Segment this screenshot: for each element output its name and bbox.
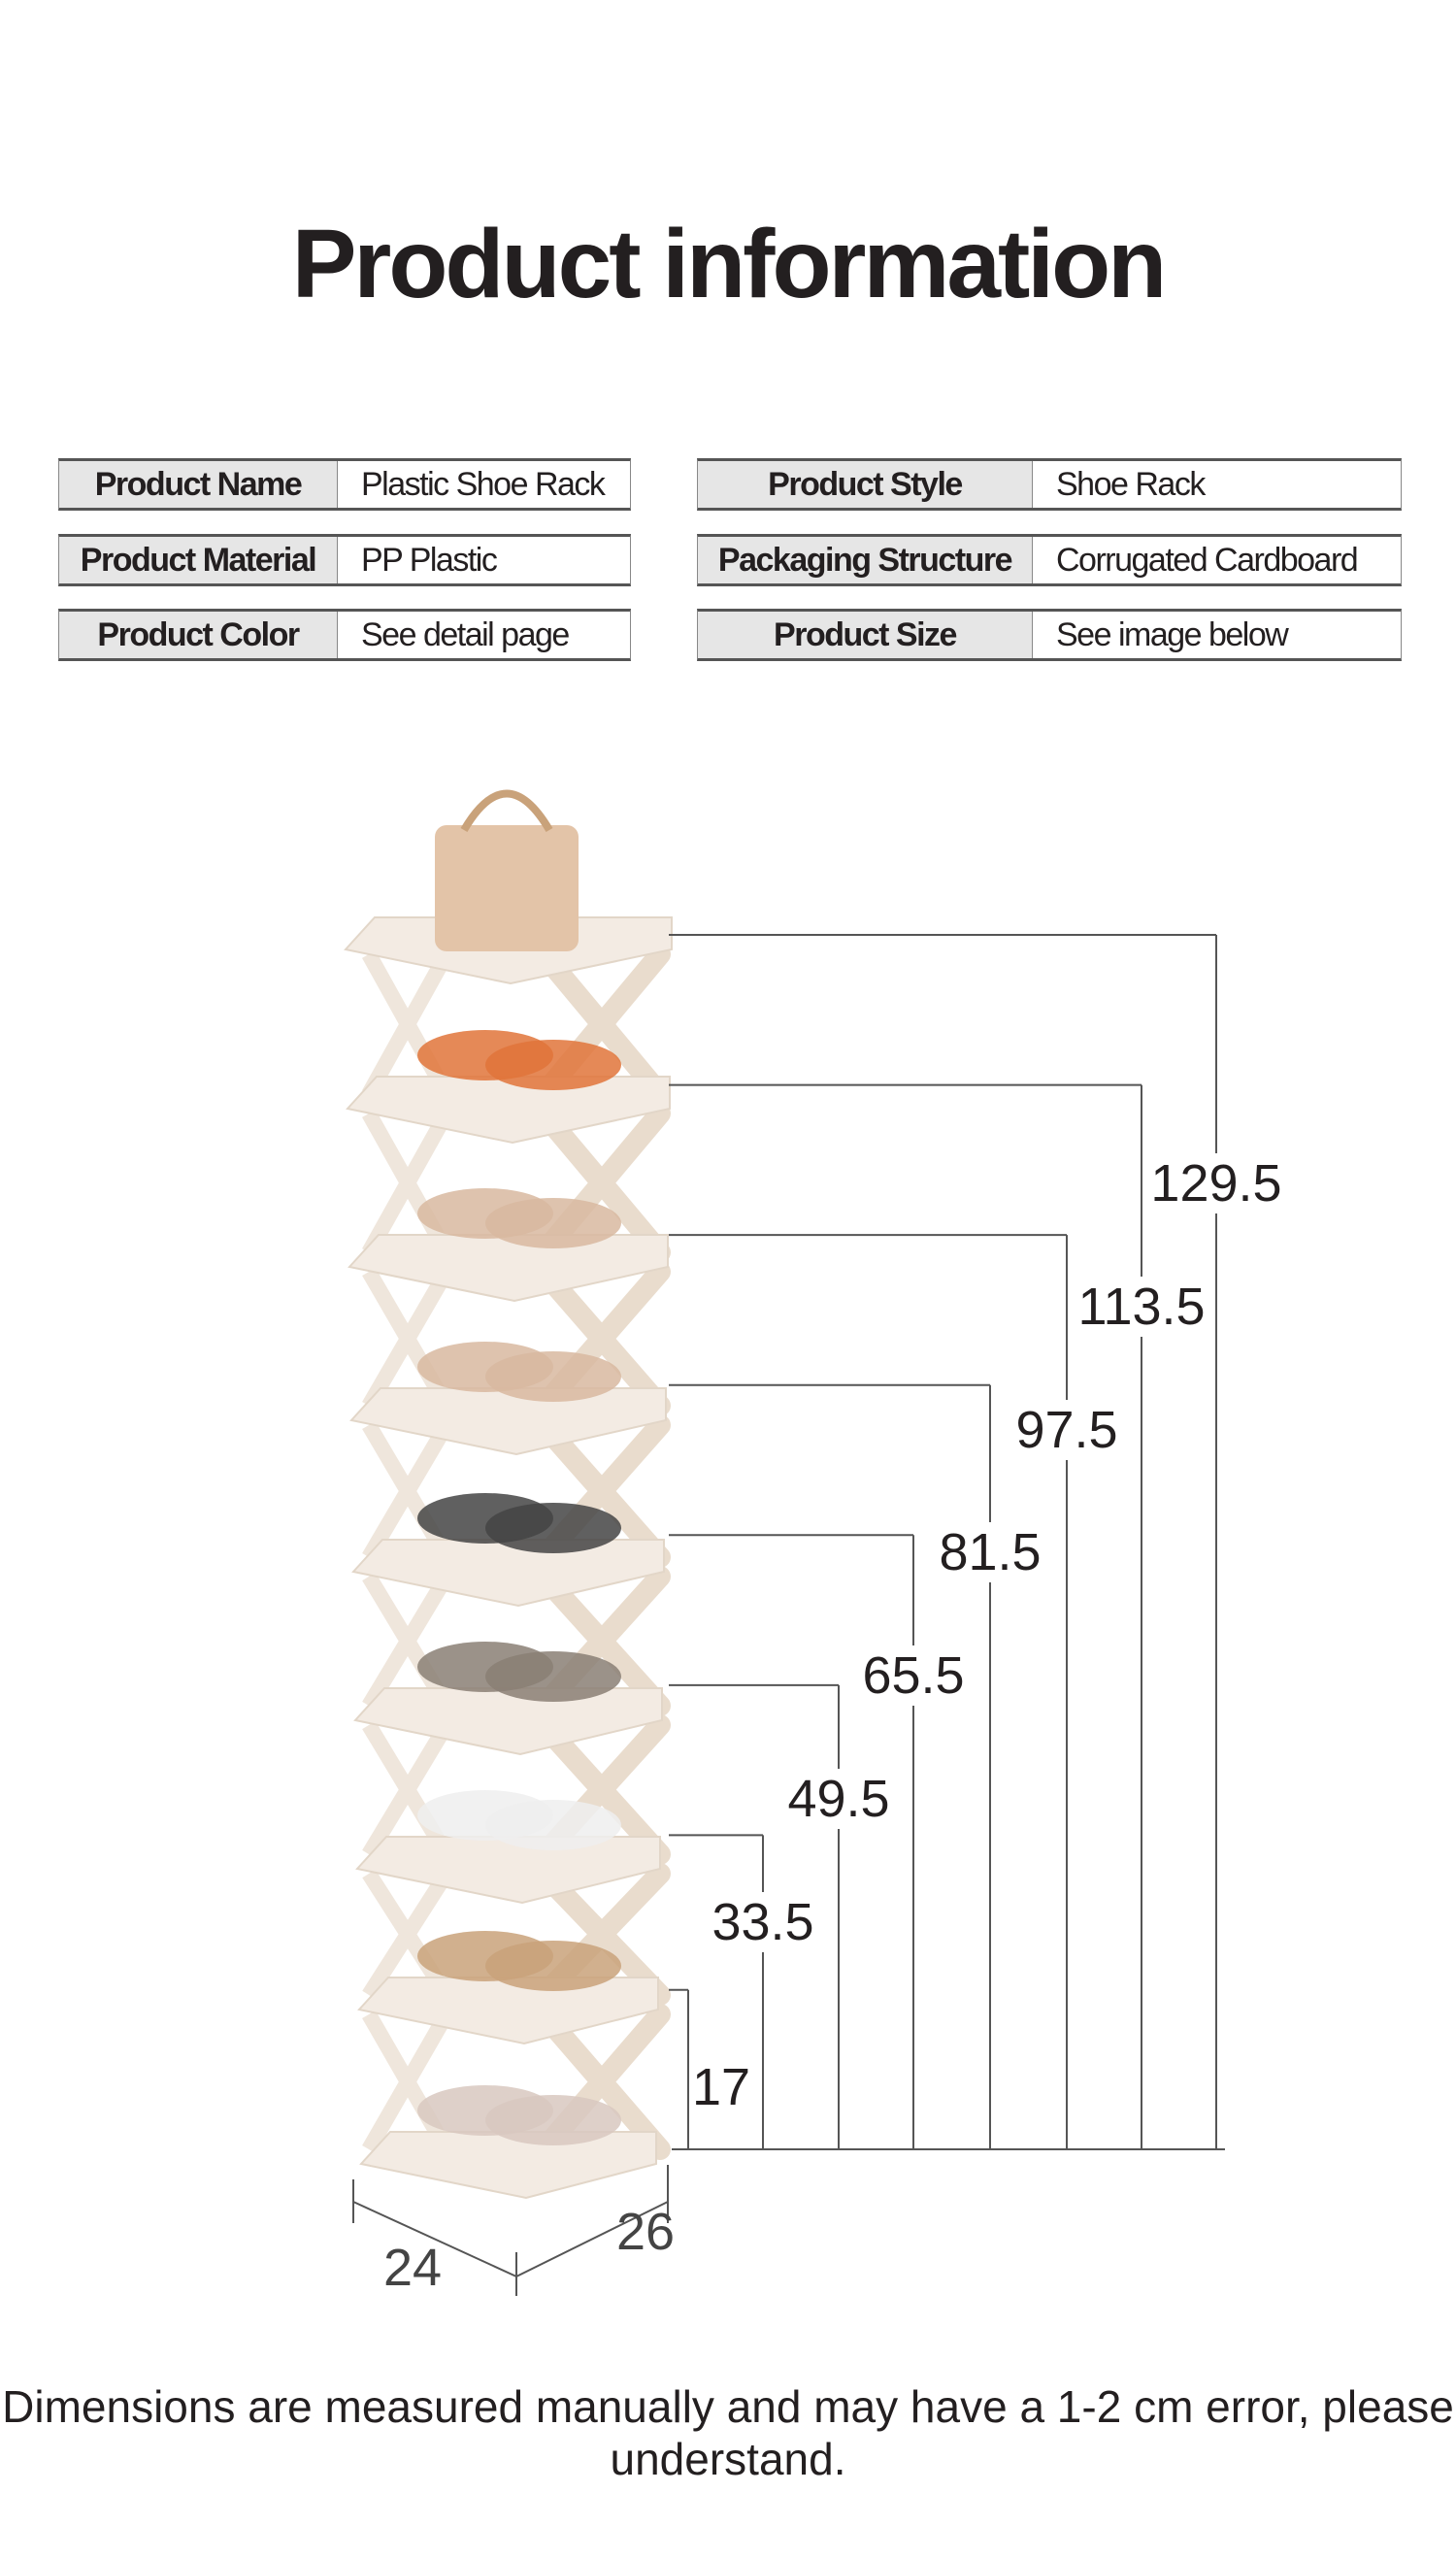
- shoe: [485, 1941, 621, 1991]
- shelf: [347, 1234, 669, 1303]
- shelf: [353, 1687, 663, 1756]
- shelf: [359, 2131, 657, 2200]
- height-label: 65.5: [862, 1645, 965, 1707]
- spec-value: Corrugated Cardboard: [1033, 537, 1401, 583]
- spec-label: Product Material: [59, 537, 338, 583]
- height-label: 113.5: [1077, 1276, 1206, 1337]
- height-label: 49.5: [787, 1768, 890, 1829]
- shelf: [357, 1977, 659, 2045]
- spec-label: Product Size: [698, 612, 1033, 658]
- spec-label: Product Style: [698, 461, 1033, 508]
- spec-label: Product Name: [59, 461, 338, 508]
- shoe: [485, 2095, 621, 2145]
- shoe: [485, 1800, 621, 1850]
- x-brace: [362, 950, 453, 1098]
- x-brace: [362, 1720, 453, 1859]
- shoe: [485, 1503, 621, 1553]
- shoe: [485, 1651, 621, 1702]
- depth-label: 26: [615, 2203, 676, 2261]
- handbag-handle: [460, 789, 553, 833]
- x-brace: [362, 1110, 453, 1256]
- shelf: [349, 1387, 667, 1456]
- height-label: 33.5: [711, 1891, 814, 1952]
- height-label: 81.5: [939, 1522, 1042, 1583]
- disclaimer-text: Dimensions are measured manually and may…: [2, 2381, 1454, 2484]
- x-brace: [362, 1869, 453, 2000]
- shoe: [485, 1351, 621, 1402]
- height-label: 17: [691, 2057, 751, 2118]
- page-title: Product information: [291, 210, 1168, 318]
- spec-label: Product Color: [59, 612, 338, 658]
- base-dimension-lines: [352, 2165, 669, 2296]
- shelf: [355, 1836, 661, 1905]
- shelf: [351, 1539, 665, 1608]
- spec-value: Plastic Shoe Rack: [338, 461, 630, 508]
- shoe: [485, 1198, 621, 1248]
- shelf: [346, 1076, 671, 1145]
- spec-row: Packaging Structure Corrugated Cardboard: [697, 534, 1402, 586]
- spec-value: PP Plastic: [338, 537, 630, 583]
- spec-value: See detail page: [338, 612, 630, 658]
- handbag: [435, 825, 579, 951]
- spec-value: See image below: [1033, 612, 1401, 658]
- x-brace: [362, 2011, 453, 2153]
- spec-row: Product Material PP Plastic: [58, 534, 631, 586]
- height-label: 97.5: [1015, 1399, 1118, 1460]
- spec-value: Shoe Rack: [1033, 461, 1401, 508]
- width-label: 24: [382, 2239, 443, 2297]
- height-label: 129.5: [1150, 1153, 1282, 1214]
- spec-row: Product Size See image below: [697, 609, 1402, 661]
- spec-label: Packaging Structure: [698, 537, 1033, 583]
- spec-row: Product Color See detail page: [58, 609, 631, 661]
- x-brace: [362, 1267, 453, 1411]
- shoe: [485, 1040, 621, 1090]
- spec-row: Product Name Plastic Shoe Rack: [58, 458, 631, 511]
- spec-row: Product Style Shoe Rack: [697, 458, 1402, 511]
- x-brace: [362, 1572, 453, 1711]
- x-brace: [362, 1420, 453, 1562]
